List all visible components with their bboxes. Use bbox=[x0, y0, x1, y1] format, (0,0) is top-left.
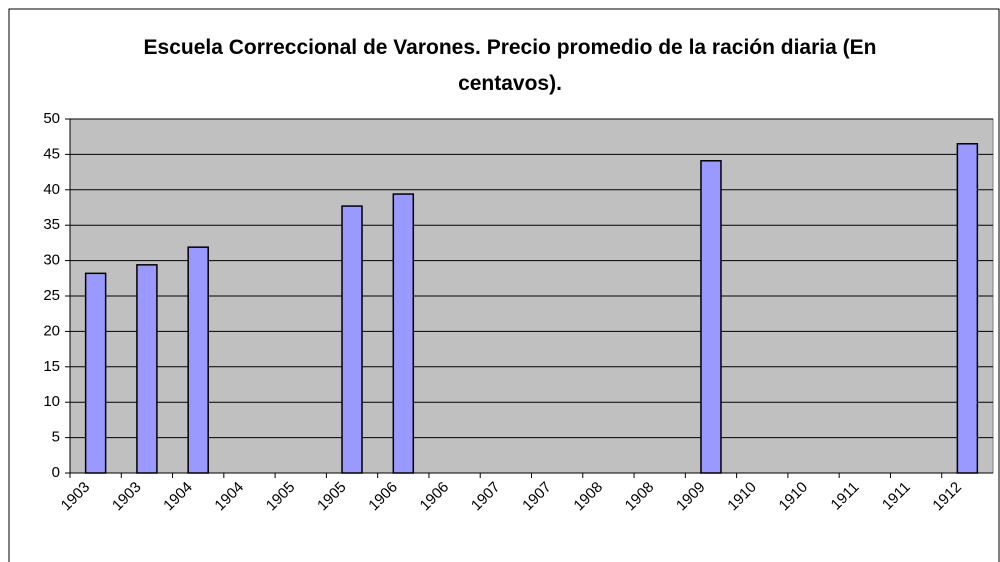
y-tick-label: 35 bbox=[43, 216, 60, 233]
bar bbox=[700, 160, 722, 474]
y-tick-label: 40 bbox=[43, 181, 60, 198]
y-tick-label: 10 bbox=[43, 393, 60, 410]
y-tick-label: 5 bbox=[52, 429, 60, 446]
y-tick-label: 30 bbox=[43, 252, 60, 269]
bar bbox=[187, 246, 209, 474]
y-tick-label: 25 bbox=[43, 287, 60, 304]
bar bbox=[136, 264, 158, 474]
chart-title: Escuela Correccional de Varones. Precio … bbox=[143, 36, 877, 95]
y-tick-label: 15 bbox=[43, 358, 60, 375]
bar bbox=[84, 272, 107, 474]
bar bbox=[341, 205, 363, 474]
y-tick-label: 20 bbox=[43, 322, 60, 339]
y-tick-label: 45 bbox=[43, 145, 60, 162]
y-tick-label: 50 bbox=[43, 110, 60, 127]
y-tick-label: 0 bbox=[52, 464, 60, 481]
bar bbox=[956, 143, 979, 474]
bar bbox=[392, 193, 415, 474]
